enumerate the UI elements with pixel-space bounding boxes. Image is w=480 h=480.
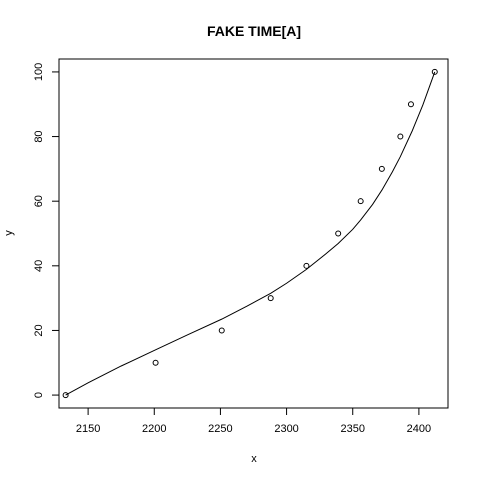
data-point <box>336 231 341 236</box>
y-tick-label: 20 <box>33 324 45 336</box>
y-tick-label: 80 <box>33 130 45 142</box>
data-point <box>398 134 403 139</box>
data-point <box>304 263 309 268</box>
y-tick-label: 60 <box>33 195 45 207</box>
fitted-curve <box>66 72 435 395</box>
x-tick-label: 2400 <box>407 423 431 435</box>
chart-title: FAKE TIME[A] <box>207 23 301 39</box>
plot-area-frame <box>59 59 448 408</box>
data-point <box>358 199 363 204</box>
x-tick-label: 2200 <box>142 423 166 435</box>
y-tick-label: 100 <box>33 63 45 81</box>
y-axis: 0 20 40 60 80 100 <box>33 63 59 398</box>
series-layer <box>63 69 437 397</box>
data-point <box>408 102 413 107</box>
x-tick-label: 2150 <box>76 423 100 435</box>
y-tick-label: 40 <box>33 260 45 272</box>
x-tick-label: 2350 <box>340 423 364 435</box>
data-point <box>153 360 158 365</box>
data-point <box>379 166 384 171</box>
data-point <box>268 296 273 301</box>
data-point <box>219 328 224 333</box>
x-axis: 2150 2200 2250 2300 2350 2400 <box>76 408 431 435</box>
x-tick-label: 2300 <box>274 423 298 435</box>
y-tick-label: 0 <box>33 392 45 398</box>
x-axis-label: x <box>251 453 257 465</box>
x-tick-label: 2250 <box>208 423 232 435</box>
y-axis-label: y <box>3 230 15 236</box>
